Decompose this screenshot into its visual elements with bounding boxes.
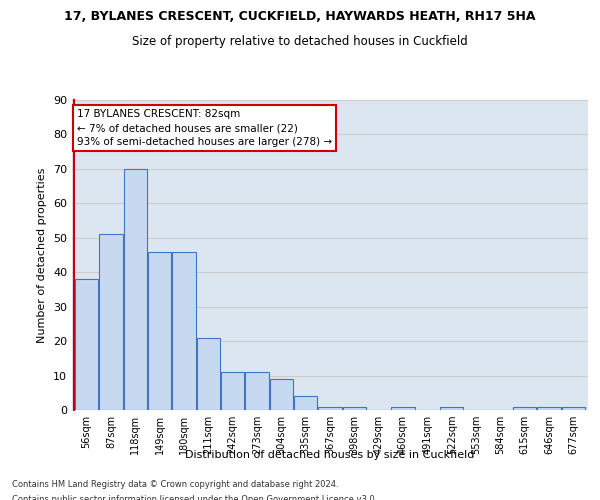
Bar: [440, 406, 463, 410]
Text: Contains public sector information licensed under the Open Government Licence v3: Contains public sector information licen…: [12, 495, 377, 500]
Bar: [245, 372, 269, 410]
Bar: [294, 396, 317, 410]
Text: Distribution of detached houses by size in Cuckfield: Distribution of detached houses by size …: [185, 450, 475, 460]
Text: Size of property relative to detached houses in Cuckfield: Size of property relative to detached ho…: [132, 35, 468, 48]
Bar: [172, 252, 196, 410]
Bar: [124, 169, 147, 410]
Text: Contains HM Land Registry data © Crown copyright and database right 2024.: Contains HM Land Registry data © Crown c…: [12, 480, 338, 489]
Bar: [319, 406, 341, 410]
Bar: [100, 234, 122, 410]
Bar: [221, 372, 244, 410]
Bar: [75, 279, 98, 410]
Text: 17, BYLANES CRESCENT, CUCKFIELD, HAYWARDS HEATH, RH17 5HA: 17, BYLANES CRESCENT, CUCKFIELD, HAYWARD…: [64, 10, 536, 23]
Text: 17 BYLANES CRESCENT: 82sqm
← 7% of detached houses are smaller (22)
93% of semi-: 17 BYLANES CRESCENT: 82sqm ← 7% of detac…: [77, 110, 332, 148]
Bar: [513, 406, 536, 410]
Bar: [562, 406, 585, 410]
Bar: [270, 379, 293, 410]
Bar: [148, 252, 171, 410]
Bar: [197, 338, 220, 410]
Bar: [391, 406, 415, 410]
Bar: [538, 406, 560, 410]
Y-axis label: Number of detached properties: Number of detached properties: [37, 168, 47, 342]
Bar: [343, 406, 366, 410]
